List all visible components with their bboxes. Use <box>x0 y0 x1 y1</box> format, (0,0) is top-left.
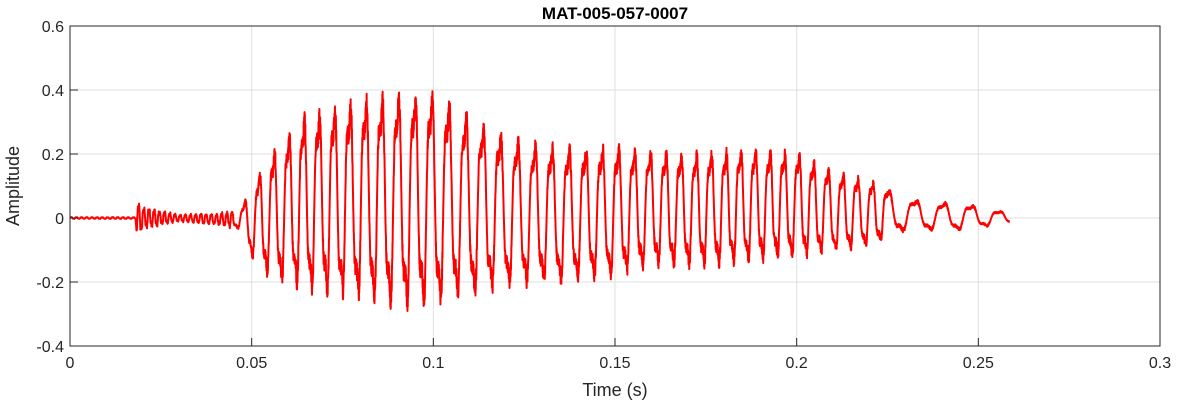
x-axis: 0 0.05 0.1 0.15 0.2 0.25 0.3 <box>66 338 1171 372</box>
y-tick-label: 0.6 <box>42 19 64 36</box>
x-tick-label: 0.05 <box>236 355 267 372</box>
x-tick-label: 0 <box>66 355 75 372</box>
x-axis-label: Time (s) <box>582 380 647 400</box>
x-tick-label: 0.2 <box>786 355 808 372</box>
x-tick-label: 0.25 <box>963 355 994 372</box>
y-axis-label: Amplitude <box>3 146 23 226</box>
y-axis: -0.4 -0.2 0 0.2 0.4 0.6 <box>36 19 78 356</box>
y-tick-label: 0 <box>55 211 64 228</box>
y-tick-label: -0.2 <box>36 275 64 292</box>
y-tick-label: 0.4 <box>42 83 64 100</box>
x-tick-label: 0.1 <box>422 355 444 372</box>
x-tick-label: 0.15 <box>599 355 630 372</box>
y-tick-label: -0.4 <box>36 339 64 356</box>
waveform-line <box>70 90 1011 313</box>
x-tick-label: 0.3 <box>1149 355 1171 372</box>
chart-title: MAT-005-057-0007 <box>542 4 688 23</box>
y-tick-label: 0.2 <box>42 147 64 164</box>
